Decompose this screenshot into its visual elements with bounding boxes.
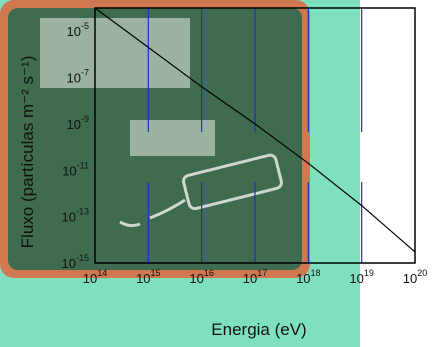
y-axis-label: Fluxo (partículas m⁻² s⁻¹) [18,56,37,249]
plot-frame [94,7,416,264]
chalk-drawing-icon [119,153,283,228]
y-ticks-group: 10-15 10-13 10-11 10-9 10-7 10-5 [62,21,89,271]
x-tick-label: 1019 [349,268,373,286]
y-tick-label: 10-5 [67,21,89,39]
flux-series-line [94,7,416,253]
y-tick-label: 10-15 [62,253,89,271]
x-tick-label: 1015 [136,268,160,286]
x-tick-label: 1014 [83,268,107,286]
y-tick-label: 10-9 [67,114,89,132]
y-tick-label: 10-7 [67,68,89,86]
y-tick-label: 10-13 [62,207,89,225]
x-tick-label: 1018 [296,268,320,286]
x-tick-label: 1020 [403,268,427,286]
chalk-letters-icon [40,18,190,88]
chalk-word-icon [130,120,215,156]
x-axis-label: Energia (eV) [211,320,306,339]
x-tick-label: 1017 [243,268,267,286]
vertical-markers-group [147,8,363,263]
x-tick-label: 1016 [189,268,213,286]
y-tick-label: 10-11 [62,160,89,178]
series-group [94,7,416,253]
x-ticks-group: 1014 1015 1016 1017 1018 1019 1020 [83,268,427,286]
